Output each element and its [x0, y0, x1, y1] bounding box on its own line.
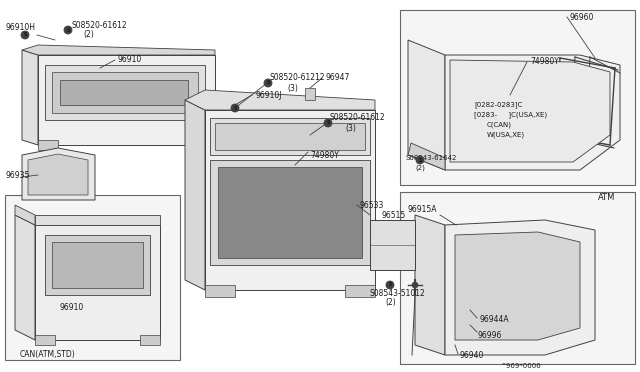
- Polygon shape: [345, 285, 375, 297]
- Text: 96515: 96515: [382, 211, 406, 219]
- Polygon shape: [195, 140, 215, 150]
- Polygon shape: [215, 123, 365, 150]
- Text: S: S: [266, 80, 269, 86]
- Polygon shape: [205, 285, 235, 297]
- Text: (3): (3): [287, 83, 298, 93]
- Text: S: S: [67, 28, 70, 32]
- Text: 96910J: 96910J: [255, 90, 282, 99]
- Polygon shape: [22, 50, 38, 145]
- Polygon shape: [370, 220, 415, 270]
- Text: W(USA,XE): W(USA,XE): [487, 132, 525, 138]
- Polygon shape: [35, 335, 55, 345]
- Text: CAN(ATM,STD): CAN(ATM,STD): [20, 350, 76, 359]
- Text: S: S: [388, 282, 392, 288]
- Text: 96996: 96996: [478, 330, 502, 340]
- Text: 96910: 96910: [118, 55, 142, 64]
- Bar: [5, 195, 180, 360]
- Circle shape: [386, 281, 394, 289]
- Text: (2): (2): [83, 31, 93, 39]
- Circle shape: [416, 156, 424, 164]
- Polygon shape: [455, 232, 580, 340]
- Text: 96960: 96960: [570, 13, 595, 22]
- Text: [0282-0283]C: [0282-0283]C: [474, 102, 522, 108]
- Polygon shape: [415, 215, 445, 355]
- Text: ATM: ATM: [598, 192, 616, 202]
- Text: S08520-61612: S08520-61612: [72, 20, 127, 29]
- Text: S08543-61642: S08543-61642: [405, 155, 456, 161]
- Polygon shape: [210, 160, 370, 265]
- Polygon shape: [60, 80, 188, 105]
- Polygon shape: [22, 148, 95, 200]
- Text: 96944A: 96944A: [480, 315, 509, 324]
- Circle shape: [412, 282, 418, 288]
- Bar: [400, 192, 635, 364]
- Text: S: S: [23, 32, 27, 38]
- Circle shape: [64, 26, 72, 34]
- Polygon shape: [140, 335, 160, 345]
- Text: [0283-     ]C(USA,XE): [0283- ]C(USA,XE): [474, 112, 547, 118]
- Polygon shape: [35, 215, 160, 225]
- Text: 96533: 96533: [360, 201, 385, 209]
- Polygon shape: [28, 154, 88, 195]
- Polygon shape: [38, 55, 215, 145]
- Text: 96935: 96935: [5, 170, 29, 180]
- Polygon shape: [445, 55, 620, 170]
- Polygon shape: [38, 140, 58, 150]
- Polygon shape: [218, 167, 362, 258]
- Text: (3): (3): [345, 124, 356, 132]
- Circle shape: [264, 79, 272, 87]
- Circle shape: [231, 104, 239, 112]
- Text: ^969*0006: ^969*0006: [500, 363, 541, 369]
- Text: S08520-61212: S08520-61212: [270, 74, 326, 83]
- Text: S08543-51012: S08543-51012: [370, 289, 426, 298]
- Text: 96940: 96940: [460, 350, 484, 359]
- Text: 74980Y: 74980Y: [530, 58, 559, 67]
- Polygon shape: [45, 65, 205, 120]
- Polygon shape: [408, 40, 445, 170]
- Text: 96947: 96947: [325, 74, 349, 83]
- Polygon shape: [450, 60, 610, 162]
- Polygon shape: [45, 235, 150, 295]
- Text: 96910H: 96910H: [5, 23, 35, 32]
- Polygon shape: [52, 242, 143, 288]
- Text: S: S: [326, 121, 330, 125]
- Text: (2): (2): [385, 298, 396, 308]
- Polygon shape: [445, 220, 595, 355]
- Text: (2): (2): [415, 165, 425, 171]
- Polygon shape: [408, 143, 445, 170]
- Bar: [400, 10, 635, 185]
- Polygon shape: [35, 225, 160, 340]
- Polygon shape: [15, 215, 35, 340]
- Text: 74980Y: 74980Y: [310, 151, 339, 160]
- Polygon shape: [185, 90, 375, 110]
- Text: C(CAN): C(CAN): [487, 122, 512, 128]
- Polygon shape: [185, 100, 205, 290]
- Polygon shape: [210, 118, 370, 155]
- Polygon shape: [22, 45, 215, 55]
- Polygon shape: [52, 72, 198, 113]
- Text: S: S: [419, 157, 422, 163]
- Polygon shape: [15, 205, 35, 225]
- Circle shape: [324, 119, 332, 127]
- Text: 96910: 96910: [60, 304, 84, 312]
- Circle shape: [21, 31, 29, 39]
- Polygon shape: [305, 88, 315, 100]
- Polygon shape: [205, 110, 375, 290]
- Text: S08520-61612: S08520-61612: [330, 113, 386, 122]
- Text: S: S: [233, 106, 237, 110]
- Text: 96915A: 96915A: [408, 205, 438, 215]
